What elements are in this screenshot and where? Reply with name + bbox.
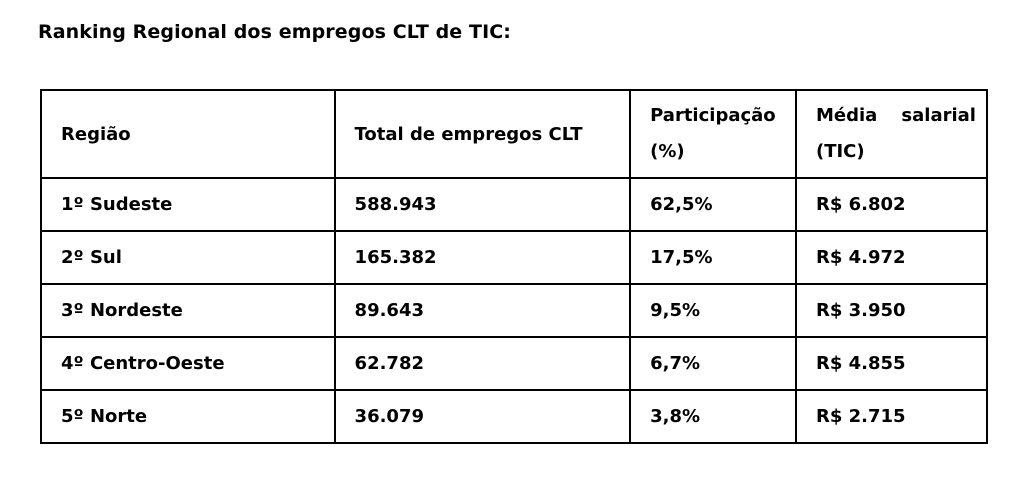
table-row: 4º Centro-Oeste 62.782 6,7% R$ 4.855 [40,336,989,391]
header-media-line2: (TIC) [815,141,865,162]
table-header-row: Região Total de empregos CLT Participaçã… [40,89,989,179]
cell-regiao: 4º Centro-Oeste [40,336,336,391]
header-total-empregos: Total de empregos CLT [333,89,632,179]
cell-total: 62.782 [333,336,632,391]
header-regiao: Região [40,89,336,179]
table-row: 2º Sul 165.382 17,5% R$ 4.972 [40,230,989,285]
table-row: 1º Sudeste 588.943 62,5% R$ 6.802 [40,177,989,232]
header-media-word2: salarial [901,105,976,126]
cell-regiao: 3º Nordeste [40,283,336,338]
header-participacao-line1: Participação [650,105,776,126]
cell-total: 89.643 [333,283,632,338]
cell-regiao: 5º Norte [40,389,336,444]
cell-media: R$ 2.715 [794,389,989,444]
cell-regiao: 1º Sudeste [40,177,336,232]
cell-total: 36.079 [333,389,632,444]
cell-participacao: 17,5% [629,230,797,285]
header-media-word1: Média [815,105,878,126]
cell-total: 165.382 [333,230,632,285]
ranking-table: Região Total de empregos CLT Participaçã… [40,89,989,444]
cell-participacao: 3,8% [629,389,797,444]
header-participacao: Participação (%) [629,89,797,179]
cell-participacao: 62,5% [629,177,797,232]
header-participacao-line2: (%) [650,141,685,162]
header-media-salarial: Média salarial (TIC) [794,89,989,179]
table-row: 3º Nordeste 89.643 9,5% R$ 3.950 [40,283,989,338]
cell-media: R$ 4.972 [794,230,989,285]
table-row: 5º Norte 36.079 3,8% R$ 2.715 [40,389,989,444]
cell-participacao: 6,7% [629,336,797,391]
cell-regiao: 2º Sul [40,230,336,285]
header-media-line1: Média salarial [816,98,976,134]
page-title: Ranking Regional dos empregos CLT de TIC… [38,21,511,43]
cell-participacao: 9,5% [629,283,797,338]
cell-media: R$ 4.855 [794,336,989,391]
cell-media: R$ 6.802 [794,177,989,232]
cell-media: R$ 3.950 [794,283,989,338]
cell-total: 588.943 [333,177,632,232]
